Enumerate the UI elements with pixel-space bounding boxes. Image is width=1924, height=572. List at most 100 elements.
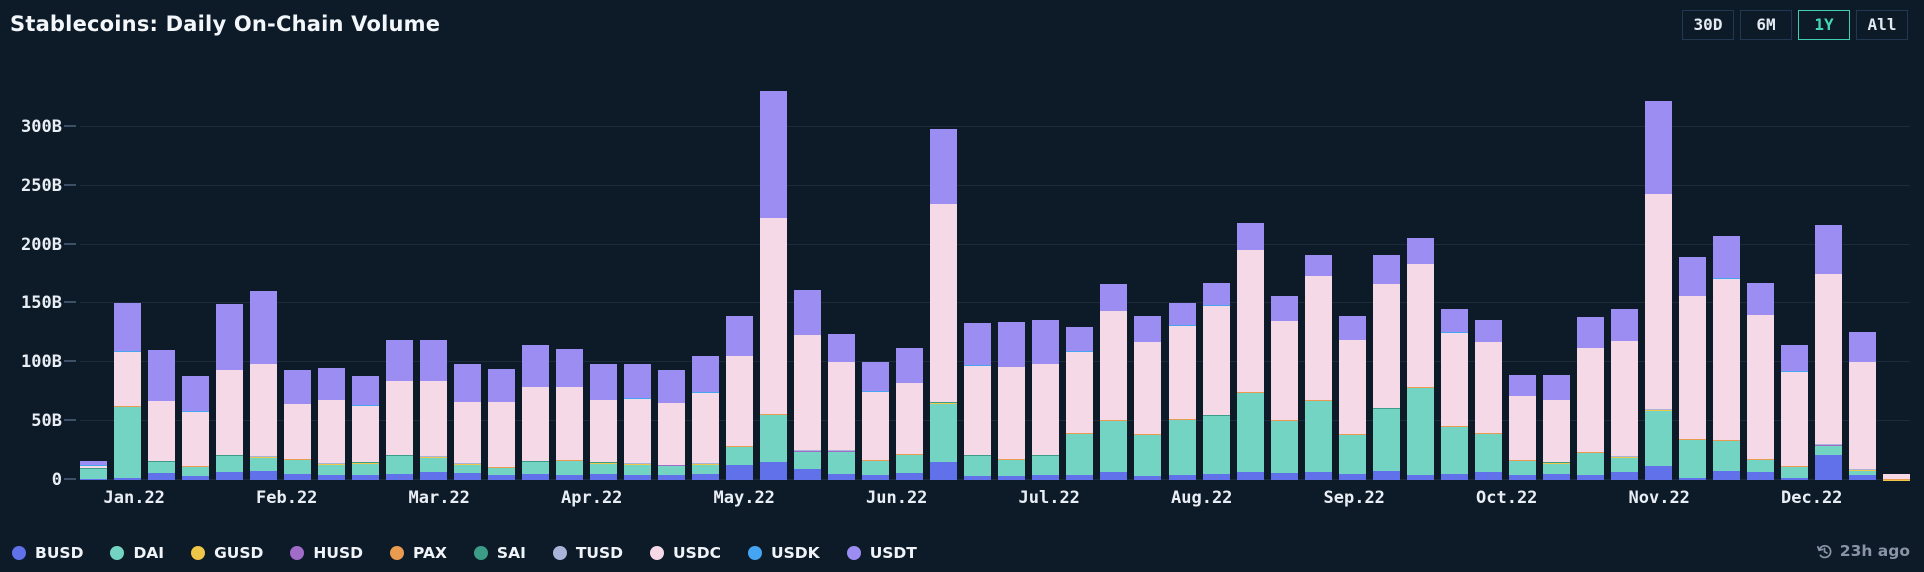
stacked-bar-week-35[interactable] bbox=[1236, 68, 1264, 480]
legend-item-usdt[interactable]: USDT bbox=[846, 544, 917, 562]
stacked-bar-week-38[interactable] bbox=[1338, 68, 1366, 480]
bar-segment-dai bbox=[1066, 434, 1094, 476]
bar-segment-usdc bbox=[1508, 396, 1536, 460]
legend-item-busd[interactable]: BUSD bbox=[12, 544, 83, 562]
stacked-bar-week-15[interactable] bbox=[556, 68, 584, 480]
bar-segment-usdt bbox=[80, 460, 107, 466]
stacked-bar-week-30[interactable] bbox=[1066, 68, 1094, 480]
stacked-bar-week-24[interactable] bbox=[862, 68, 890, 480]
bar-segment-usdc bbox=[1542, 399, 1570, 463]
stacked-bar-week-23[interactable] bbox=[828, 68, 856, 480]
stacked-bar-week-12[interactable] bbox=[454, 68, 482, 480]
legend-item-usdc[interactable]: USDC bbox=[650, 544, 721, 562]
stacked-bar-week-40[interactable] bbox=[1406, 68, 1434, 480]
bar-segment-busd bbox=[420, 471, 448, 480]
legend-item-gusd[interactable]: GUSD bbox=[191, 544, 263, 562]
stacked-bar-week-6[interactable] bbox=[250, 68, 278, 480]
bar-segment-dai bbox=[1406, 388, 1434, 476]
stacked-bar-week-54[interactable] bbox=[1882, 68, 1910, 480]
stacked-bar-week-27[interactable] bbox=[964, 68, 992, 480]
stacked-bar-week-33[interactable] bbox=[1168, 68, 1196, 480]
stacked-bar-week-32[interactable] bbox=[1134, 68, 1162, 480]
stacked-bar-week-36[interactable] bbox=[1270, 68, 1298, 480]
stacked-bar-week-21[interactable] bbox=[760, 68, 788, 480]
stacked-bar-week-34[interactable] bbox=[1202, 68, 1230, 480]
bar-segment-usdc bbox=[420, 380, 448, 457]
stacked-bar-week-17[interactable] bbox=[624, 68, 652, 480]
range-button-6m[interactable]: 6M bbox=[1740, 10, 1792, 40]
range-button-30d[interactable]: 30D bbox=[1682, 10, 1734, 40]
stacked-bar-week-4[interactable] bbox=[182, 68, 210, 480]
stacked-bar-week-37[interactable] bbox=[1304, 68, 1332, 480]
bar-segment-usdt bbox=[1576, 317, 1604, 348]
stacked-bar-week-39[interactable] bbox=[1372, 68, 1400, 480]
bar-segment-usdt bbox=[352, 375, 380, 406]
bar-segment-busd bbox=[760, 462, 788, 480]
stacked-bar-week-16[interactable] bbox=[590, 68, 618, 480]
legend-item-husd[interactable]: HUSD bbox=[290, 544, 363, 562]
stacked-bar-week-9[interactable] bbox=[352, 68, 380, 480]
bar-segment-usdc bbox=[556, 386, 584, 460]
bar-segment-dai bbox=[998, 460, 1026, 477]
stacked-bar-week-3[interactable] bbox=[148, 68, 176, 480]
bar-segment-busd bbox=[726, 464, 754, 480]
stacked-bar-week-29[interactable] bbox=[1032, 68, 1060, 480]
last-updated-label: 23h ago bbox=[1839, 542, 1910, 560]
bar-segment-usdc bbox=[1202, 305, 1230, 416]
stacked-bar-week-7[interactable] bbox=[284, 68, 312, 480]
bar-segment-dai bbox=[318, 464, 346, 476]
stacked-bar-week-18[interactable] bbox=[658, 68, 686, 480]
range-button-all[interactable]: All bbox=[1856, 10, 1908, 40]
stacked-bar-week-19[interactable] bbox=[692, 68, 720, 480]
stacked-bar-week-5[interactable] bbox=[216, 68, 244, 480]
bar-segment-busd bbox=[1678, 477, 1706, 480]
legend-item-pax[interactable]: PAX bbox=[390, 544, 447, 562]
legend-item-sai[interactable]: SAI bbox=[473, 544, 526, 562]
stacked-bar-week-49[interactable] bbox=[1712, 68, 1740, 480]
bar-segment-dai bbox=[1746, 460, 1774, 472]
range-button-1y[interactable]: 1Y bbox=[1798, 10, 1850, 40]
legend-label: DAI bbox=[133, 544, 165, 562]
stacked-bar-week-47[interactable] bbox=[1644, 68, 1672, 480]
stacked-bar-week-14[interactable] bbox=[522, 68, 550, 480]
stacked-bar-week-22[interactable] bbox=[794, 68, 822, 480]
stacked-bar-week-25[interactable] bbox=[896, 68, 924, 480]
bar-segment-dai bbox=[1848, 470, 1876, 476]
stacked-bar-week-43[interactable] bbox=[1508, 68, 1536, 480]
bar-segment-usdt bbox=[1848, 332, 1876, 362]
stacked-bar-week-20[interactable] bbox=[726, 68, 754, 480]
stacked-bar-week-41[interactable] bbox=[1440, 68, 1468, 480]
gridline-250B bbox=[80, 184, 1910, 186]
bar-segment-usdt bbox=[522, 345, 550, 387]
stacked-bar-week-1[interactable] bbox=[80, 68, 107, 480]
stacked-bar-week-50[interactable] bbox=[1746, 68, 1774, 480]
stacked-bar-week-51[interactable] bbox=[1780, 68, 1808, 480]
legend-item-tusd[interactable]: TUSD bbox=[552, 544, 623, 562]
legend-label: HUSD bbox=[313, 544, 364, 562]
bar-segment-usdc bbox=[998, 366, 1026, 459]
stacked-bar-week-52[interactable] bbox=[1814, 68, 1842, 480]
legend-item-dai[interactable]: DAI bbox=[110, 544, 164, 562]
stacked-bar-week-31[interactable] bbox=[1100, 68, 1128, 480]
stacked-bar-week-53[interactable] bbox=[1848, 68, 1876, 480]
bar-segment-usdc bbox=[624, 398, 652, 464]
stacked-bar-week-2[interactable] bbox=[114, 68, 142, 480]
stacked-bar-week-11[interactable] bbox=[420, 68, 448, 480]
legend-item-usdk[interactable]: USDK bbox=[748, 544, 820, 562]
x-tick-label-jun-22: Jun.22 bbox=[866, 488, 928, 508]
stacked-bar-week-13[interactable] bbox=[488, 68, 516, 480]
stacked-bar-week-44[interactable] bbox=[1542, 68, 1570, 480]
stacked-bar-week-28[interactable] bbox=[998, 68, 1026, 480]
stacked-bar-week-42[interactable] bbox=[1474, 68, 1502, 480]
bar-segment-busd bbox=[998, 476, 1026, 480]
stacked-bar-week-46[interactable] bbox=[1610, 68, 1638, 480]
stacked-bar-week-26[interactable] bbox=[930, 68, 958, 480]
stacked-bar-week-45[interactable] bbox=[1576, 68, 1604, 480]
stacked-bar-week-8[interactable] bbox=[318, 68, 346, 480]
bar-segment-busd bbox=[1576, 475, 1604, 480]
bar-segment-dai bbox=[862, 461, 890, 476]
bar-segment-dai bbox=[1270, 421, 1298, 473]
stacked-bar-week-48[interactable] bbox=[1678, 68, 1706, 480]
bar-segment-usdc bbox=[250, 364, 278, 457]
stacked-bar-week-10[interactable] bbox=[386, 68, 414, 480]
